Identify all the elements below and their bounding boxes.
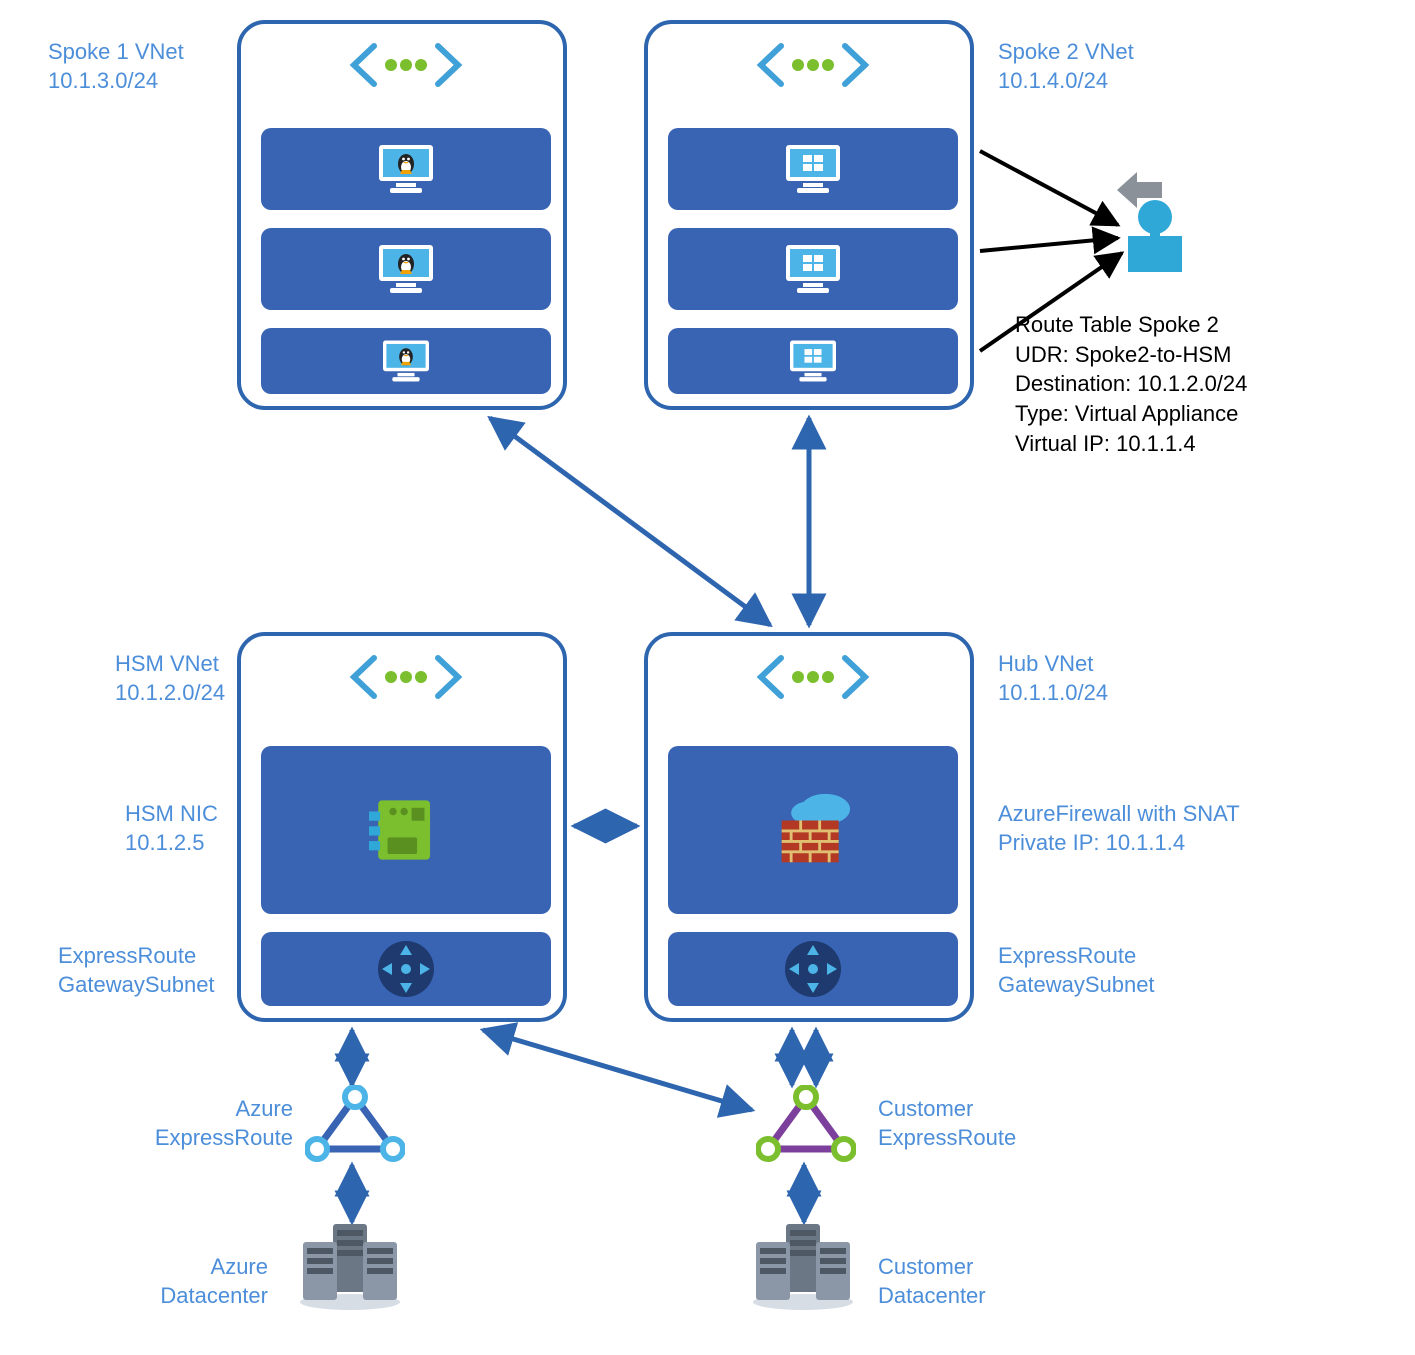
- label-text: Spoke 2 VNet: [998, 39, 1134, 64]
- gateway-subnet-row: [261, 932, 551, 1006]
- customer-exr-label: CustomerExpressRoute: [878, 1095, 1016, 1152]
- nic-icon: [369, 793, 443, 867]
- label-text: Spoke 1 VNet: [48, 39, 184, 64]
- label-text: HSM NIC: [125, 801, 218, 826]
- hsm-nic-row: [261, 746, 551, 914]
- spoke2-vnet: [644, 20, 974, 410]
- hub-gw-label: ExpressRouteGatewaySubnet: [998, 942, 1155, 999]
- label-text: 10.1.2.0/24: [115, 680, 225, 705]
- label-text: 10.1.4.0/24: [998, 68, 1108, 93]
- vnet-icon: [753, 652, 873, 702]
- spoke1-vnet: [237, 20, 567, 410]
- gateway-icon: [376, 939, 436, 999]
- label-text: Route Table Spoke 2: [1015, 312, 1219, 337]
- edge-spoke2row2-user: [980, 238, 1118, 251]
- vnet-icon: [346, 40, 466, 90]
- subnet-row: [261, 128, 551, 210]
- customer-expressroute-icon: [756, 1085, 856, 1165]
- windows-vm-icon: [787, 338, 839, 384]
- subnet-row: [668, 128, 958, 210]
- azure-expressroute-icon: [305, 1085, 405, 1165]
- route-table-text: Route Table Spoke 2 UDR: Spoke2-to-HSM D…: [1015, 310, 1247, 458]
- azure-dc-label: AzureDatacenter: [148, 1253, 268, 1310]
- linux-vm-icon: [376, 242, 436, 296]
- hsm-vnet: [237, 632, 567, 1022]
- linux-vm-icon: [380, 338, 432, 384]
- azure-exr-label: AzureExpressRoute: [153, 1095, 293, 1152]
- edge-hsm-cust-exr: [483, 1030, 752, 1110]
- azure-firewall-icon: [770, 792, 856, 868]
- subnet-row: [668, 228, 958, 310]
- customer-dc-label: CustomerDatacenter: [878, 1253, 986, 1310]
- hsm-gw-label: ExpressRouteGatewaySubnet: [58, 942, 215, 999]
- vnet-icon: [346, 652, 466, 702]
- user-icon: [1110, 172, 1190, 272]
- datacenter-icon: [295, 1220, 405, 1310]
- label-text: 10.1.1.0/24: [998, 680, 1108, 705]
- vnet-icon: [753, 40, 873, 90]
- gateway-subnet-row: [668, 932, 958, 1006]
- firewall-row: [668, 746, 958, 914]
- label-text: UDR: Spoke2-to-HSM: [1015, 342, 1231, 367]
- subnet-row: [668, 328, 958, 394]
- label-text: Destination: 10.1.2.0/24: [1015, 371, 1247, 396]
- subnet-row: [261, 328, 551, 394]
- label-text: 10.1.3.0/24: [48, 68, 158, 93]
- hsm-title: HSM VNet 10.1.2.0/24: [115, 650, 225, 707]
- gateway-icon: [783, 939, 843, 999]
- edge-spoke1-hub: [490, 418, 770, 625]
- spoke2-title: Spoke 2 VNet 10.1.4.0/24: [998, 38, 1134, 95]
- label-text: HSM VNet: [115, 651, 219, 676]
- label-text: Private IP: 10.1.1.4: [998, 830, 1185, 855]
- hub-title: Hub VNet 10.1.1.0/24: [998, 650, 1108, 707]
- windows-vm-icon: [783, 242, 843, 296]
- edge-spoke2row1-user: [980, 151, 1118, 225]
- subnet-row: [261, 228, 551, 310]
- label-text: 10.1.2.5: [125, 830, 205, 855]
- label-text: AzureFirewall with SNAT: [998, 801, 1240, 826]
- label-text: Virtual IP: 10.1.1.4: [1015, 431, 1196, 456]
- datacenter-icon: [748, 1220, 858, 1310]
- label-text: Hub VNet: [998, 651, 1093, 676]
- diagram-canvas: Spoke 1 VNet 10.1.3.0/24 Spoke 2 VNet 10…: [0, 0, 1415, 1355]
- windows-vm-icon: [783, 142, 843, 196]
- label-text: Type: Virtual Appliance: [1015, 401, 1238, 426]
- hub-fw-label: AzureFirewall with SNAT Private IP: 10.1…: [998, 800, 1240, 857]
- spoke1-title: Spoke 1 VNet 10.1.3.0/24: [48, 38, 184, 95]
- linux-vm-icon: [376, 142, 436, 196]
- hub-vnet: [644, 632, 974, 1022]
- hsm-nic-label: HSM NIC 10.1.2.5: [125, 800, 218, 857]
